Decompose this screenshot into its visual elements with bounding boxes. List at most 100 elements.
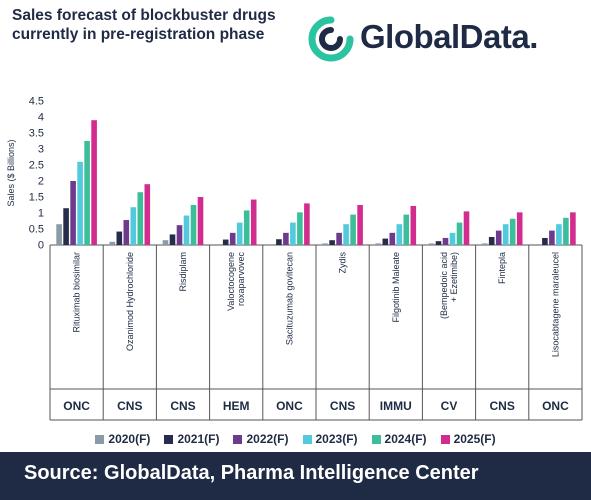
y-tick-label: 4.5 xyxy=(29,96,44,108)
category-label: (Bempedoic acid xyxy=(439,252,449,319)
category-label: Rituximab biosimilar xyxy=(72,252,82,333)
bar-2020f xyxy=(428,243,435,245)
y-tick-label: 4 xyxy=(38,112,44,124)
bar-2024f xyxy=(403,214,410,245)
category-label: Zydis xyxy=(338,252,348,274)
bar-2021f xyxy=(276,239,282,245)
y-axis-title: Sales ($ Billions) xyxy=(6,139,16,206)
footer: Source: GlobalData, Pharma Intelligence … xyxy=(0,452,591,500)
bar-2022f xyxy=(229,232,236,245)
bar-2022f xyxy=(283,232,289,245)
bar-2022f xyxy=(176,225,183,245)
bar-2023f xyxy=(556,224,562,245)
bar-2023f xyxy=(77,161,83,245)
bar-2024f xyxy=(456,222,463,245)
bar-2024f xyxy=(243,210,250,245)
legend-item: 2025(F) xyxy=(440,428,496,450)
y-tick-label: 0.5 xyxy=(29,224,44,236)
source-text: Source: GlobalData, Pharma Intelligence … xyxy=(24,462,479,484)
category-label: Risdiplam xyxy=(178,252,188,292)
category-label: roxaparvovec xyxy=(236,252,246,307)
legend-item: 2021(F) xyxy=(164,428,219,450)
therapy-area-label: ONC xyxy=(276,399,303,413)
bar-2020f xyxy=(162,240,169,245)
y-tick-label: 3.5 xyxy=(29,128,44,140)
therapy-area-label: CNS xyxy=(330,399,355,413)
bar-2024f xyxy=(509,218,516,245)
bar-2020f xyxy=(375,243,382,245)
y-tick-label: 3 xyxy=(38,144,44,156)
legend-swatch xyxy=(371,434,381,444)
bar-2024f xyxy=(297,212,303,245)
bar-2021f xyxy=(435,241,442,245)
bar-2021f xyxy=(222,239,229,245)
bar-2024f xyxy=(137,192,144,245)
bar-2025f xyxy=(410,205,417,245)
bar-2022f xyxy=(123,220,130,245)
therapy-area-label: IMMU xyxy=(380,399,412,413)
bar-2025f xyxy=(250,199,257,245)
bar-2023f xyxy=(290,222,296,245)
bar-2021f xyxy=(488,237,495,245)
bar-2024f xyxy=(190,205,197,245)
bar-2020f xyxy=(56,224,62,245)
therapy-area-label: CNS xyxy=(117,399,142,413)
legend-label: 2021(F) xyxy=(177,432,220,446)
bar-2025f xyxy=(197,197,204,245)
legend: 2020(F) 2021(F) 2022(F) 2023(F) 2024(F) 2025(… xyxy=(0,428,591,450)
therapy-area-label: HEM xyxy=(223,399,250,413)
category-label: Lisocabtagene maraleucel xyxy=(550,252,560,357)
bar-2022f xyxy=(549,230,555,245)
bar-2022f xyxy=(389,232,396,245)
bar-2023f xyxy=(236,222,243,245)
logo-wordmark: GlobalData. xyxy=(360,18,538,55)
category-label: + Ezetimibe) xyxy=(449,252,459,302)
legend-swatch xyxy=(233,434,243,444)
bar-2022f xyxy=(336,232,342,245)
legend-item: 2022(F) xyxy=(233,428,289,450)
chart-title: Sales forecast of blockbuster drugs curr… xyxy=(12,7,276,43)
y-tick-label: 1 xyxy=(38,208,44,220)
legend-swatch xyxy=(164,434,174,444)
y-tick-label: 2.5 xyxy=(29,160,44,172)
bar-2023f xyxy=(130,207,137,245)
category-label: Ozanimod Hydrochloride xyxy=(125,252,135,351)
bar-2024f xyxy=(350,214,356,245)
category-label: Fintepla xyxy=(497,252,507,284)
therapy-area-label: ONC xyxy=(542,399,569,413)
bar-2025f xyxy=(91,120,97,245)
bar-2021f xyxy=(116,231,123,245)
chart-area: Sales ($ Billions) 0 0.5 1 1.5 2 2.5 3 3.5 4 4.5 Ri… xyxy=(6,96,583,421)
legend-label: 2022(F) xyxy=(246,432,289,446)
bar-2023f xyxy=(449,232,456,245)
therapy-area-label: CNS xyxy=(490,399,515,413)
legend-item: 2020(F) xyxy=(95,428,150,450)
bar-2025f xyxy=(516,212,523,245)
y-tick-label: 0 xyxy=(38,240,44,252)
bar-2022f xyxy=(442,237,449,245)
legend-item: 2023(F) xyxy=(302,428,358,450)
bar-2024f xyxy=(84,141,90,245)
bar-2024f xyxy=(563,217,569,245)
bar-2020f xyxy=(481,243,488,245)
bar-2021f xyxy=(329,240,335,245)
bar-2025f xyxy=(463,211,470,245)
legend-label: 2025(F) xyxy=(453,432,496,446)
therapy-area-label: CNS xyxy=(170,399,195,413)
bar-2021f xyxy=(63,208,69,245)
bar-2025f xyxy=(304,203,310,245)
header: Sales forecast of blockbuster drugs curr… xyxy=(0,0,591,86)
bar-2023f xyxy=(343,224,349,245)
legend-item: 2024(F) xyxy=(371,428,427,450)
bar-2021f xyxy=(542,237,548,245)
globaldata-logo-icon xyxy=(308,16,354,62)
legend-swatch xyxy=(95,434,105,444)
category-label: Filgotinib Maleate xyxy=(391,252,401,323)
bar-2020f xyxy=(109,241,116,245)
bar-2023f xyxy=(396,224,403,245)
bar-2021f xyxy=(169,234,176,245)
legend-label: 2024(F) xyxy=(384,432,427,446)
category-label: Valoctocogene xyxy=(226,252,236,311)
bar-2025f xyxy=(144,184,151,245)
globaldata-logo: GlobalData. xyxy=(306,14,586,64)
